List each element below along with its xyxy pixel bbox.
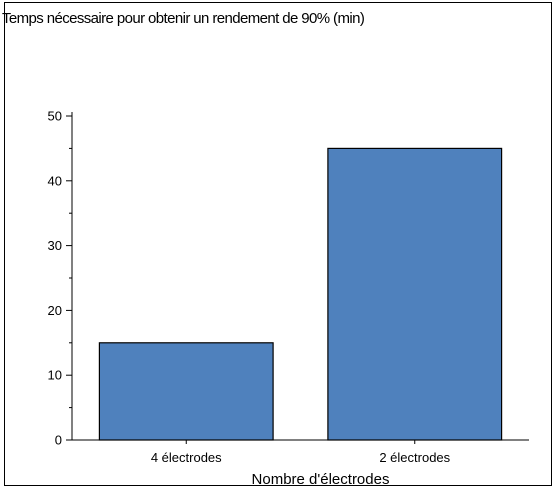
- y-tick-label: 30: [48, 238, 62, 253]
- y-tick-label: 20: [48, 303, 62, 318]
- x-tick-label: 4 électrodes: [151, 450, 222, 465]
- bar-2: [327, 147, 503, 441]
- chart-title: Temps nécessaire pour obtenir un rendeme…: [2, 10, 365, 27]
- y-tick-label: 40: [48, 173, 62, 188]
- y-tick-label: 0: [55, 433, 62, 448]
- x-tick-label: 2 électrodes: [379, 450, 450, 465]
- y-tick-label: 50: [48, 109, 62, 124]
- bar-1: [98, 342, 274, 441]
- y-tick-label: 10: [48, 368, 62, 383]
- x-axis-title: Nombre d'électrodes: [252, 471, 390, 488]
